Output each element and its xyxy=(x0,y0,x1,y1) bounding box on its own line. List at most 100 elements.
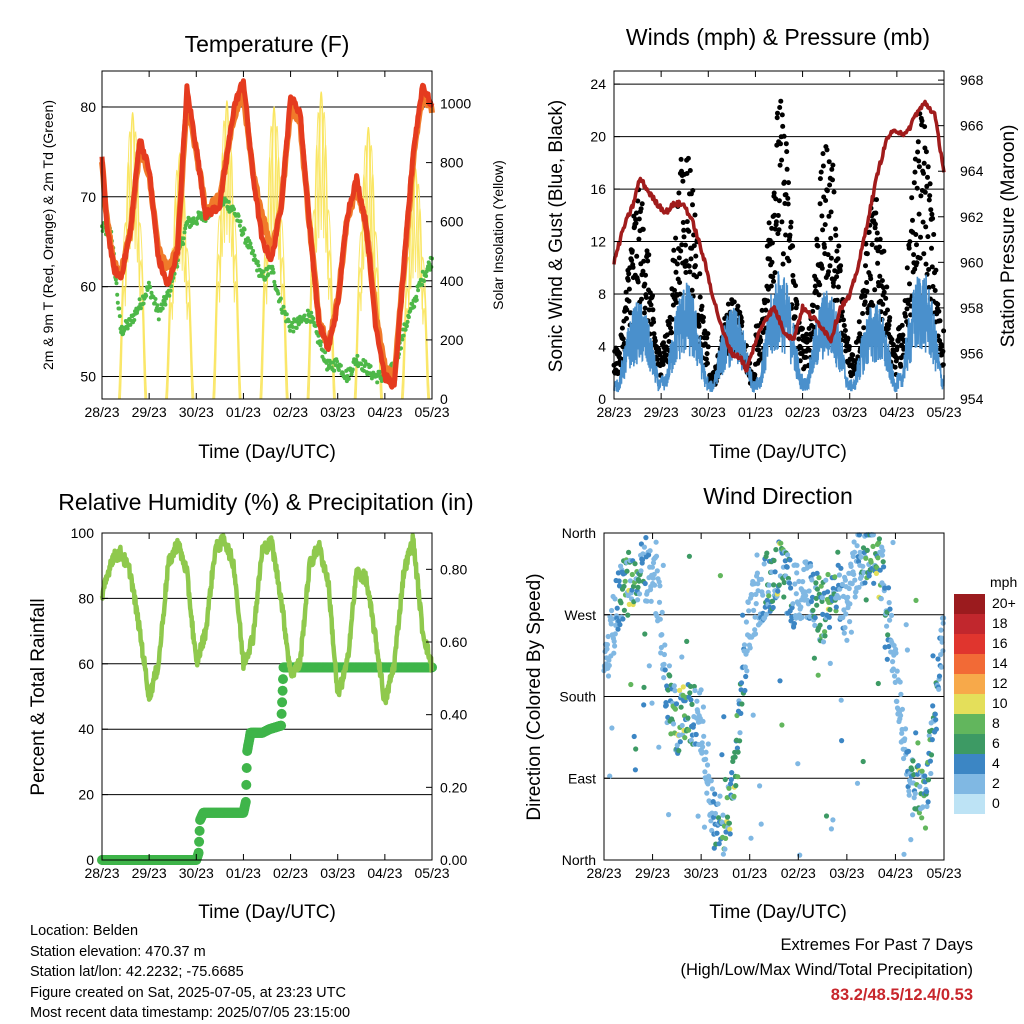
direction-point xyxy=(674,742,680,748)
temperature-y2label: Solar Insolation (Yellow) xyxy=(490,160,506,310)
gust-point xyxy=(926,285,932,290)
precip-point xyxy=(278,674,288,685)
direction-point xyxy=(743,673,749,680)
gust-point xyxy=(777,105,783,110)
gust-point xyxy=(865,310,871,316)
gust-point xyxy=(630,264,636,270)
direction-point xyxy=(656,744,662,750)
gust-point xyxy=(641,310,647,316)
gust-point xyxy=(864,280,870,285)
direction-point xyxy=(671,683,677,689)
gust-point xyxy=(686,228,692,234)
direction-point xyxy=(724,795,730,801)
gust-point xyxy=(765,298,771,304)
y2-tick-label: 0.80 xyxy=(440,561,467,577)
colorbar-swatch xyxy=(954,674,985,694)
direction-point xyxy=(702,769,708,775)
gust-point xyxy=(681,227,687,233)
direction-point xyxy=(698,687,704,693)
direction-ticks: 28/23 29/23 30/23 01/23 02/23 03/23 04/23 05/23… xyxy=(559,525,961,881)
direction-point xyxy=(936,673,943,679)
y-tick-label: 0 xyxy=(598,391,606,407)
y-tick-label: West xyxy=(564,607,596,623)
gust-point xyxy=(873,210,879,216)
gust-point xyxy=(635,279,641,285)
direction-point xyxy=(881,564,887,570)
direction-point xyxy=(823,813,830,819)
gust-point xyxy=(704,335,710,341)
direction-point xyxy=(827,607,833,613)
direction-point xyxy=(839,581,846,587)
gust-point xyxy=(681,234,687,240)
gust-point xyxy=(828,235,834,241)
gust-point xyxy=(862,293,868,299)
direction-point xyxy=(656,599,663,605)
direction-point xyxy=(897,679,903,685)
gust-point xyxy=(810,308,816,314)
direction-point xyxy=(641,544,648,550)
direction-point xyxy=(863,597,869,603)
direction-point xyxy=(807,614,813,620)
gust-point xyxy=(690,202,695,208)
dewpoint-point xyxy=(183,226,188,231)
direction-point xyxy=(830,817,836,823)
gust-point xyxy=(819,213,825,219)
direction-point xyxy=(915,763,921,769)
direction-point xyxy=(638,568,644,574)
gust-point xyxy=(815,304,820,310)
gust-point xyxy=(824,147,830,153)
direction-point xyxy=(691,683,697,690)
gust-point xyxy=(921,170,926,176)
x-tick-label: 29/23 xyxy=(635,865,670,881)
gust-point xyxy=(874,230,880,236)
x-tick-label: 05/23 xyxy=(926,865,961,881)
solar-line xyxy=(400,166,431,400)
y-tick-label: 24 xyxy=(590,76,606,92)
direction-point xyxy=(659,609,665,616)
direction-point xyxy=(847,619,853,625)
gust-point xyxy=(803,354,809,360)
gust-point xyxy=(837,268,843,274)
rh-line xyxy=(99,532,434,706)
direction-point xyxy=(877,567,883,573)
x-tick-label: 29/23 xyxy=(132,404,167,420)
direction-point xyxy=(734,712,740,719)
direction-point xyxy=(822,633,828,639)
gust-point xyxy=(834,297,840,303)
direction-point xyxy=(733,783,739,789)
direction-point xyxy=(636,578,642,584)
direction-point xyxy=(646,663,652,669)
dewpoint-point xyxy=(114,281,119,286)
direction-point xyxy=(875,680,881,687)
direction-point xyxy=(689,701,695,708)
dewpoint-point xyxy=(281,304,286,309)
direction-point xyxy=(813,595,819,602)
direction-point xyxy=(817,622,823,628)
gust-point xyxy=(925,234,931,240)
direction-point xyxy=(635,584,641,590)
direction-point xyxy=(887,617,893,623)
direction-point xyxy=(708,818,714,824)
direction-point xyxy=(647,548,653,554)
gust-point xyxy=(783,192,789,198)
dewpoint-point xyxy=(141,301,146,306)
direction-point xyxy=(799,614,805,621)
x-tick-label: 28/23 xyxy=(84,404,119,420)
direction-point xyxy=(913,730,919,736)
solar-line xyxy=(213,120,241,400)
direction-point xyxy=(854,780,861,786)
dewpoint-point xyxy=(115,300,120,305)
dewpoint-point xyxy=(311,316,316,321)
direction-point xyxy=(891,673,898,679)
direction-point xyxy=(838,565,844,571)
gust-point xyxy=(641,258,647,264)
direction-point xyxy=(755,581,761,587)
gust-point xyxy=(819,265,825,271)
direction-point xyxy=(922,773,928,779)
gust-point xyxy=(620,336,626,342)
direction-point xyxy=(628,681,634,688)
gust-point xyxy=(683,242,688,248)
gust-point xyxy=(916,158,922,164)
gust-point xyxy=(790,273,796,278)
gust-point xyxy=(794,301,800,307)
